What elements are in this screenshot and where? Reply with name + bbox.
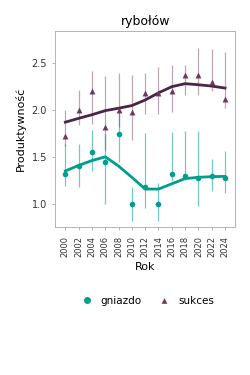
- Point: [90, 149, 94, 155]
- Point: [143, 90, 147, 96]
- Point: [77, 164, 81, 170]
- Point: [116, 130, 120, 136]
- Title: rybołów: rybołów: [120, 15, 170, 28]
- Point: [156, 90, 160, 96]
- Point: [196, 175, 200, 181]
- Point: [116, 107, 120, 113]
- Y-axis label: Produktywność: Produktywność: [15, 87, 26, 171]
- Point: [103, 159, 107, 165]
- Point: [130, 201, 134, 207]
- Point: [170, 88, 174, 94]
- Point: [170, 171, 174, 177]
- Point: [223, 96, 227, 102]
- Point: [210, 173, 214, 179]
- Point: [196, 72, 200, 78]
- X-axis label: Rok: Rok: [135, 262, 156, 272]
- Point: [143, 184, 147, 190]
- Point: [223, 175, 227, 181]
- Point: [103, 124, 107, 130]
- Legend: gniazdo, sukces: gniazdo, sukces: [72, 292, 218, 310]
- Point: [77, 107, 81, 113]
- Point: [183, 72, 187, 78]
- Point: [156, 201, 160, 207]
- Point: [130, 109, 134, 115]
- Point: [63, 171, 67, 177]
- Point: [183, 173, 187, 179]
- Point: [210, 79, 214, 85]
- Point: [63, 134, 67, 140]
- Point: [90, 88, 94, 94]
